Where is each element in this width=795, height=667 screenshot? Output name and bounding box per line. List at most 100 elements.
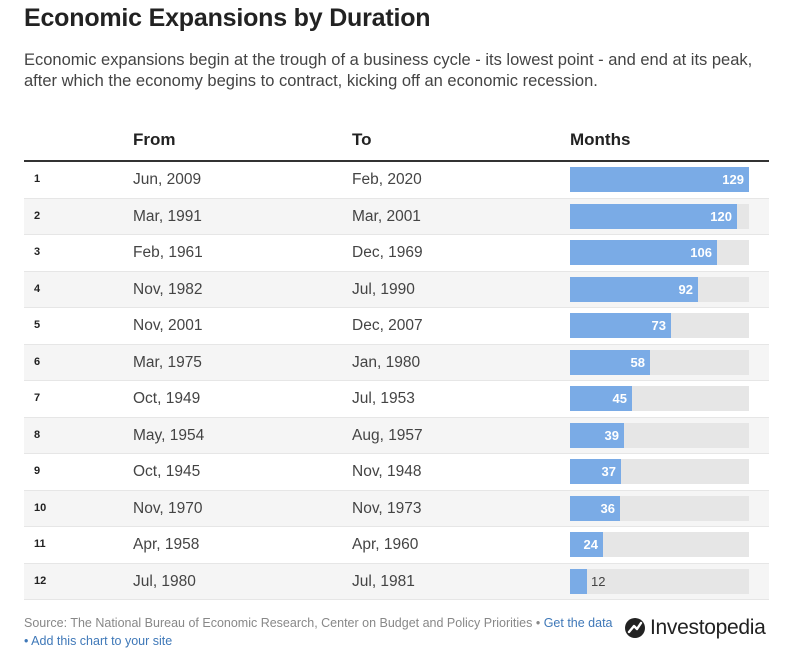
footer-separator: •	[24, 634, 32, 648]
months-bar-track: 36	[570, 495, 749, 521]
months-bar	[570, 568, 587, 594]
row-from-date: Nov, 1982	[133, 280, 203, 298]
months-bar-label: 24	[583, 537, 598, 552]
row-to-date: Nov, 1973	[352, 499, 422, 517]
brand-name: Investopedia	[650, 616, 766, 639]
months-bar-label: 45	[612, 391, 627, 406]
chart-subtitle: Economic expansions begin at the trough …	[24, 51, 753, 90]
row-from-date: Mar, 1991	[133, 207, 202, 225]
months-bar-label: 129	[722, 172, 744, 187]
months-bar	[570, 313, 671, 338]
row-from-date: Nov, 2001	[133, 317, 203, 334]
months-bar-track: 37	[570, 459, 749, 484]
column-header-from: From	[133, 130, 176, 149]
row-to-date: Dec, 1969	[352, 244, 423, 261]
months-bar-track: 92	[570, 276, 749, 302]
months-bar-label: 92	[678, 281, 693, 297]
months-bar-track: 12	[570, 568, 749, 594]
table-row: 5 Nov, 2001 Dec, 2007 73	[24, 308, 769, 345]
months-bar	[570, 276, 698, 302]
row-rank: 5	[34, 319, 41, 331]
months-bar-label: 73	[651, 318, 666, 333]
table-header: From To Months	[24, 126, 769, 162]
table-row: 8 May, 1954 Aug, 1957 39	[24, 417, 769, 454]
row-rank: 4	[34, 282, 41, 295]
table-row: 6 Mar, 1975 Jan, 1980 58	[24, 344, 769, 381]
row-from-date: Oct, 1949	[133, 390, 201, 407]
row-to-date: Aug, 1957	[352, 426, 423, 444]
row-to-date: Apr, 1960	[352, 536, 419, 553]
row-to-date: Jan, 1980	[352, 353, 421, 371]
table-row: 10 Nov, 1970 Nov, 1973 36	[24, 490, 769, 527]
investopedia-logo-icon	[625, 618, 645, 638]
months-bar-track: 24	[570, 532, 749, 557]
table-row: 3 Feb, 1961 Dec, 1969 106	[24, 235, 769, 272]
row-from-date: Jun, 2009	[133, 171, 202, 188]
add-chart-link[interactable]: Add this chart to your site	[31, 634, 173, 648]
months-bar-track: 129	[570, 167, 749, 192]
row-from-date: Apr, 1958	[133, 536, 200, 553]
row-to-date: Jul, 1981	[352, 572, 415, 590]
months-bar	[570, 495, 620, 521]
table-row: 7 Oct, 1949 Jul, 1953 45	[24, 381, 769, 418]
chart-title: Economic Expansions by Duration	[24, 4, 431, 32]
row-rank: 3	[34, 246, 41, 258]
row-to-date: Nov, 1948	[352, 463, 422, 480]
months-bar-track: 39	[570, 422, 749, 448]
column-header-to: To	[352, 130, 372, 149]
row-from-date: Feb, 1961	[133, 244, 203, 261]
table-row: 2 Mar, 1991 Mar, 2001 120	[24, 198, 769, 235]
row-rank: 1	[34, 173, 41, 185]
row-from-date: Nov, 1970	[133, 499, 203, 517]
row-to-date: Dec, 2007	[352, 317, 423, 334]
months-bar-label: 58	[630, 354, 645, 370]
months-bar	[570, 386, 632, 411]
row-from-date: May, 1954	[133, 426, 205, 444]
source-note: Source: The National Bureau of Economic …	[24, 616, 533, 630]
chart-footer: Source: The National Bureau of Economic …	[24, 614, 624, 650]
row-to-date: Jul, 1990	[352, 280, 415, 298]
row-rank: 9	[34, 465, 41, 477]
table-row: 4 Nov, 1982 Jul, 1990 92	[24, 271, 769, 308]
expansions-table: From To Months 1 Jun, 2009 Feb, 2020 129 2 Ma…	[24, 126, 769, 600]
months-bar-label: 39	[604, 427, 619, 443]
table-body: 1 Jun, 2009 Feb, 2020 129 2 Mar, 1991 Mar, 200…	[24, 162, 769, 600]
months-bar-track: 58	[570, 349, 749, 375]
months-bar	[570, 167, 749, 192]
row-rank: 2	[34, 209, 41, 222]
table-row: 1 Jun, 2009 Feb, 2020 129	[24, 162, 769, 199]
row-rank: 8	[34, 428, 41, 441]
row-rank: 7	[34, 392, 41, 404]
months-bar-label: 37	[601, 464, 616, 479]
row-from-date: Jul, 1980	[133, 572, 196, 590]
months-bar-track: 45	[570, 386, 749, 411]
row-to-date: Jul, 1953	[352, 390, 415, 407]
months-bar-track: 120	[570, 203, 749, 229]
row-to-date: Feb, 2020	[352, 171, 422, 188]
investopedia-logo: Investopedia	[624, 614, 766, 642]
months-bar-label: 120	[710, 208, 732, 224]
months-bar-label: 12	[591, 573, 606, 589]
footer-separator: •	[532, 616, 544, 630]
row-from-date: Mar, 1975	[133, 353, 202, 371]
table-row: 11 Apr, 1958 Apr, 1960 24	[24, 527, 769, 564]
row-rank: 10	[34, 501, 47, 514]
row-rank: 6	[34, 355, 41, 368]
months-bar-track: 73	[570, 313, 749, 338]
months-bar-track: 106	[570, 240, 749, 265]
row-rank: 11	[34, 538, 46, 550]
row-rank: 12	[34, 574, 47, 587]
row-from-date: Oct, 1945	[133, 463, 201, 480]
months-bar	[570, 203, 737, 229]
months-bar	[570, 240, 717, 265]
months-bar	[570, 422, 624, 448]
months-bar-label: 106	[690, 245, 712, 260]
table-row: 9 Oct, 1945 Nov, 1948 37	[24, 454, 769, 491]
months-bar	[570, 459, 621, 484]
months-bar-label: 36	[600, 500, 615, 516]
table-row: 12 Jul, 1980 Jul, 1981 12	[24, 563, 769, 600]
months-bar	[570, 349, 650, 375]
column-header-months: Months	[570, 130, 631, 149]
get-data-link[interactable]: Get the data	[543, 616, 613, 630]
months-bar	[570, 532, 603, 557]
